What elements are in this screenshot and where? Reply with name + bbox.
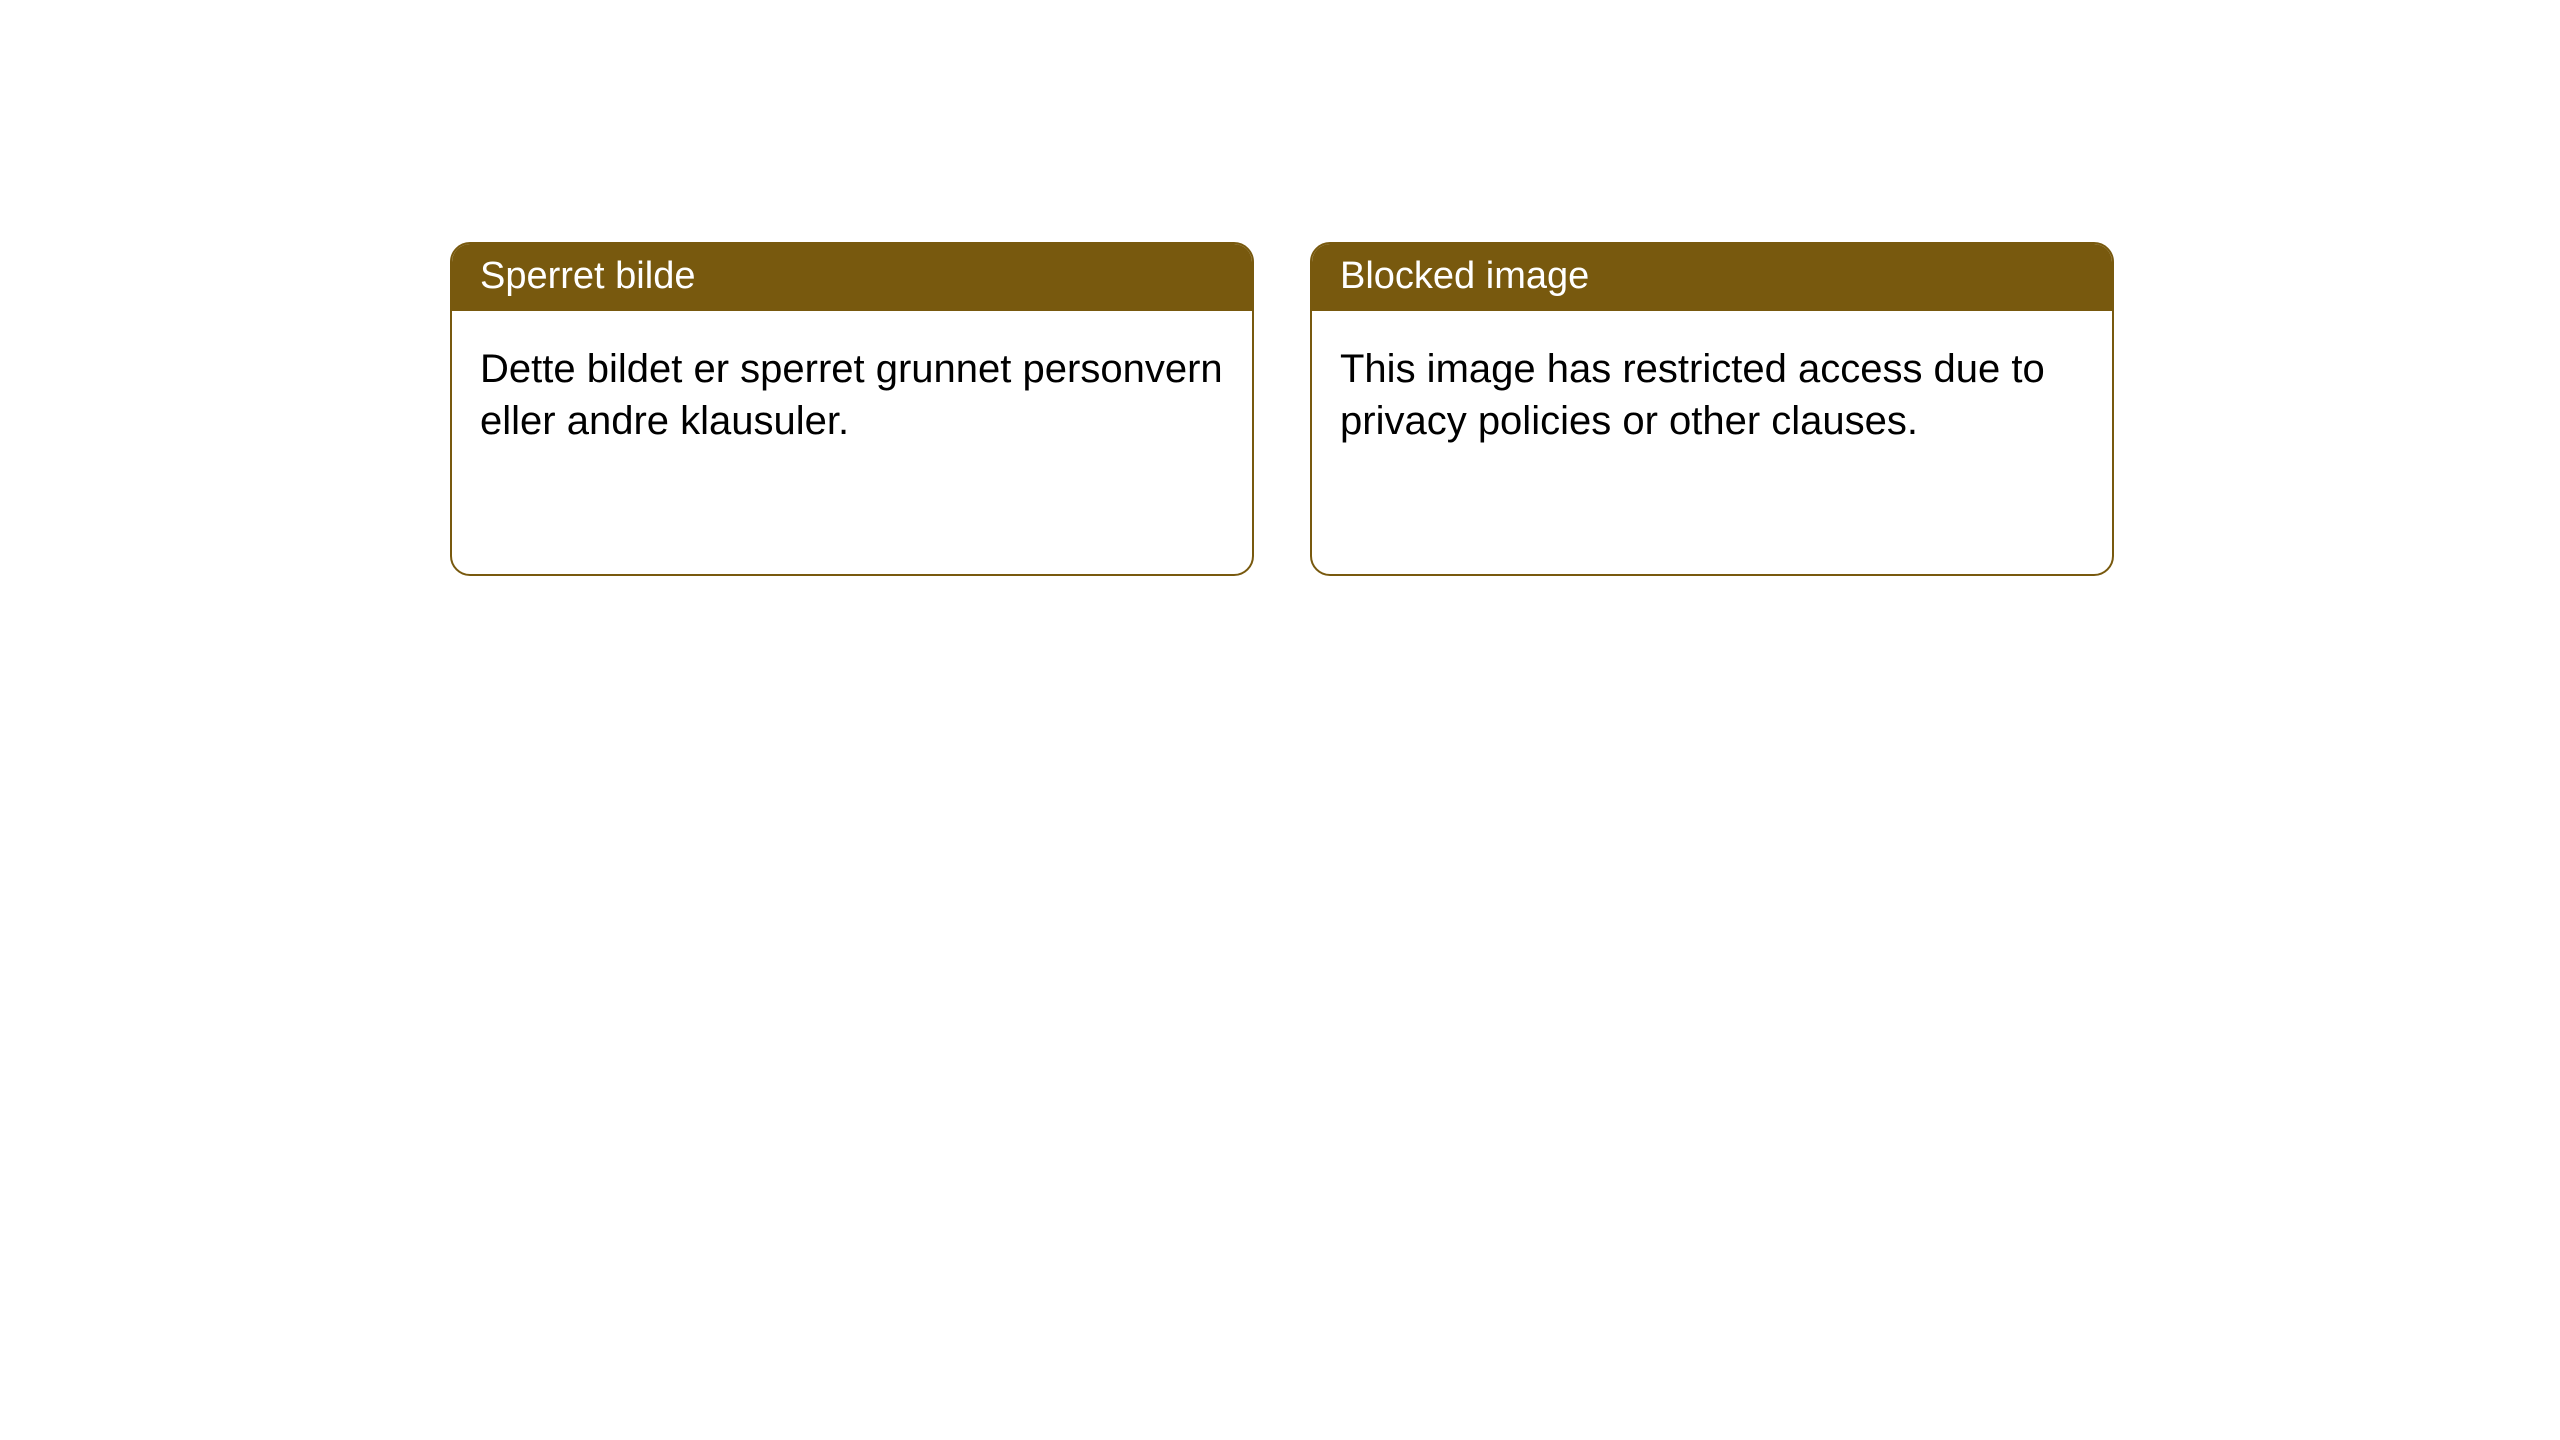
notice-box-english: Blocked image This image has restricted … <box>1310 242 2114 576</box>
notices-container: Sperret bilde Dette bildet er sperret gr… <box>0 0 2560 576</box>
notice-title: Blocked image <box>1312 244 2112 311</box>
notice-message: Dette bildet er sperret grunnet personve… <box>452 311 1252 479</box>
notice-title: Sperret bilde <box>452 244 1252 311</box>
notice-box-norwegian: Sperret bilde Dette bildet er sperret gr… <box>450 242 1254 576</box>
notice-message: This image has restricted access due to … <box>1312 311 2112 479</box>
